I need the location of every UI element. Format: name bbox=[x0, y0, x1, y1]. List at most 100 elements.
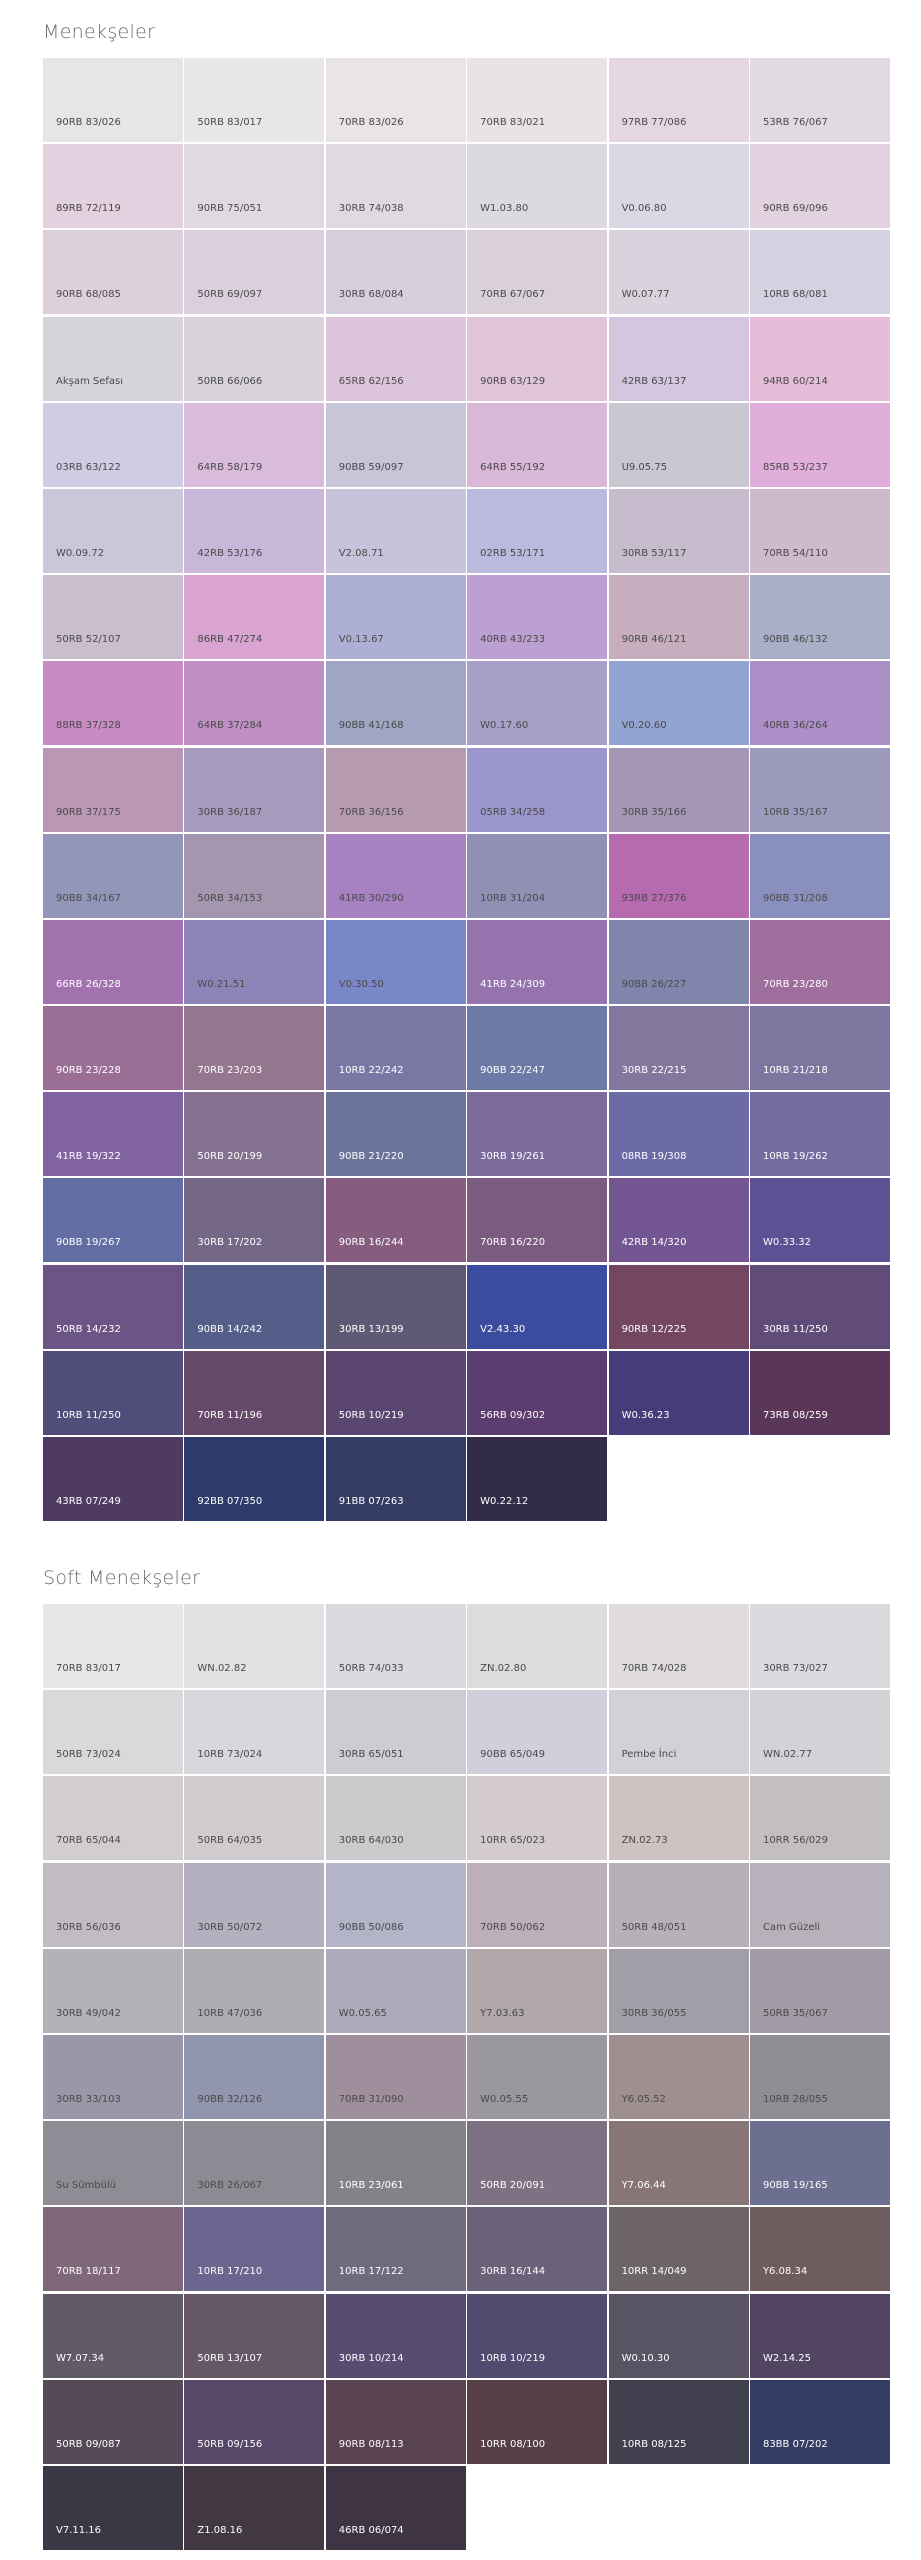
color-swatch[interactable]: 90BB 59/097 bbox=[325, 402, 466, 487]
color-swatch[interactable]: W0.17.60 bbox=[467, 661, 608, 746]
color-swatch[interactable]: 10RB 47/036 bbox=[184, 1948, 325, 2033]
color-swatch[interactable]: Y6.05.52 bbox=[608, 2034, 749, 2119]
color-swatch[interactable]: 70RB 83/021 bbox=[467, 58, 608, 142]
color-swatch[interactable]: 10RB 73/024 bbox=[184, 1690, 325, 1775]
color-swatch[interactable]: ZN.02.73 bbox=[608, 1776, 749, 1861]
color-swatch[interactable]: Y7.06.44 bbox=[608, 2121, 749, 2206]
color-swatch[interactable]: WN.02.82 bbox=[184, 1604, 325, 1688]
color-swatch[interactable]: 50RB 73/024 bbox=[43, 1690, 183, 1775]
color-swatch[interactable]: Y6.08.34 bbox=[749, 2207, 890, 2292]
color-swatch[interactable]: 41RB 30/290 bbox=[325, 833, 466, 918]
color-swatch[interactable]: 70RB 67/067 bbox=[467, 230, 608, 315]
color-swatch[interactable]: W7.07.34 bbox=[43, 2293, 183, 2378]
color-swatch[interactable]: 10RB 10/219 bbox=[467, 2293, 608, 2378]
color-swatch[interactable]: 30RB 16/144 bbox=[467, 2207, 608, 2292]
color-swatch[interactable]: 83BB 07/202 bbox=[749, 2379, 890, 2464]
color-swatch[interactable]: W0.07.77 bbox=[608, 230, 749, 315]
color-swatch[interactable]: 70RB 83/026 bbox=[325, 58, 466, 142]
color-swatch[interactable]: Cam Güzeli bbox=[749, 1862, 890, 1947]
color-swatch[interactable]: 10RR 08/100 bbox=[467, 2379, 608, 2464]
color-swatch[interactable]: W0.10.30 bbox=[608, 2293, 749, 2378]
color-swatch[interactable]: 50RB 74/033 bbox=[325, 1604, 466, 1688]
color-swatch[interactable]: 46RB 06/074 bbox=[325, 2465, 466, 2550]
color-swatch[interactable]: 90BB 22/247 bbox=[467, 1006, 608, 1091]
color-swatch[interactable]: 30RB 74/038 bbox=[325, 144, 466, 229]
color-swatch[interactable]: 50RB 10/219 bbox=[325, 1350, 466, 1435]
color-swatch[interactable]: 90BB 65/049 bbox=[467, 1690, 608, 1775]
color-swatch[interactable]: V0.20.60 bbox=[608, 661, 749, 746]
color-swatch[interactable]: 50RB 34/153 bbox=[184, 833, 325, 918]
color-swatch[interactable]: Z1.08.16 bbox=[184, 2465, 325, 2550]
color-swatch[interactable]: 50RB 69/097 bbox=[184, 230, 325, 315]
color-swatch[interactable]: 50RB 13/107 bbox=[184, 2293, 325, 2378]
color-swatch[interactable]: 70RB 50/062 bbox=[467, 1862, 608, 1947]
color-swatch[interactable]: 30RB 36/187 bbox=[184, 747, 325, 832]
color-swatch[interactable]: 70RB 11/196 bbox=[184, 1350, 325, 1435]
color-swatch[interactable]: 10RR 65/023 bbox=[467, 1776, 608, 1861]
color-swatch[interactable]: 10RR 14/049 bbox=[608, 2207, 749, 2292]
color-swatch[interactable]: W0.21.51 bbox=[184, 919, 325, 1004]
color-swatch[interactable]: 50RB 66/066 bbox=[184, 316, 325, 401]
color-swatch[interactable]: W0.22.12 bbox=[467, 1437, 608, 1521]
color-swatch[interactable]: V2.08.71 bbox=[325, 488, 466, 573]
color-swatch[interactable]: 10RB 21/218 bbox=[749, 1006, 890, 1091]
color-swatch[interactable]: 70RB 36/156 bbox=[325, 747, 466, 832]
color-swatch[interactable]: 70RB 16/220 bbox=[467, 1178, 608, 1263]
color-swatch[interactable]: 10RB 68/081 bbox=[749, 230, 890, 315]
color-swatch[interactable]: 30RB 10/214 bbox=[325, 2293, 466, 2378]
color-swatch[interactable]: 64RB 58/179 bbox=[184, 402, 325, 487]
color-swatch[interactable]: 89RB 72/119 bbox=[43, 144, 183, 229]
color-swatch[interactable]: 02RB 53/171 bbox=[467, 488, 608, 573]
color-swatch[interactable]: 66RB 26/328 bbox=[43, 919, 183, 1004]
color-swatch[interactable]: 90BB 26/227 bbox=[608, 919, 749, 1004]
color-swatch[interactable]: 92BB 07/350 bbox=[184, 1437, 325, 1521]
color-swatch[interactable]: 30RB 17/202 bbox=[184, 1178, 325, 1263]
color-swatch[interactable]: 94RB 60/214 bbox=[749, 316, 890, 401]
color-swatch[interactable]: 50RB 48/051 bbox=[608, 1862, 749, 1947]
color-swatch[interactable]: V0.06.80 bbox=[608, 144, 749, 229]
color-swatch[interactable]: 50RB 14/232 bbox=[43, 1264, 183, 1349]
color-swatch[interactable]: 03RB 63/122 bbox=[43, 402, 183, 487]
color-swatch[interactable]: 90RB 63/129 bbox=[467, 316, 608, 401]
color-swatch[interactable]: 30RB 50/072 bbox=[184, 1862, 325, 1947]
color-swatch[interactable]: 42RB 53/176 bbox=[184, 488, 325, 573]
color-swatch[interactable]: 70RB 83/017 bbox=[43, 1604, 183, 1688]
color-swatch[interactable]: 50RB 20/091 bbox=[467, 2121, 608, 2206]
color-swatch[interactable]: 10RB 17/210 bbox=[184, 2207, 325, 2292]
color-swatch[interactable]: 50RB 20/199 bbox=[184, 1092, 325, 1177]
color-swatch[interactable]: 70RB 23/203 bbox=[184, 1006, 325, 1091]
color-swatch[interactable]: 30RB 19/261 bbox=[467, 1092, 608, 1177]
color-swatch[interactable]: 41RB 24/309 bbox=[467, 919, 608, 1004]
color-swatch[interactable]: 30RB 35/166 bbox=[608, 747, 749, 832]
color-swatch[interactable]: 70RB 18/117 bbox=[43, 2207, 183, 2292]
color-swatch[interactable]: 90RB 46/121 bbox=[608, 575, 749, 660]
color-swatch[interactable]: 70RB 31/090 bbox=[325, 2034, 466, 2119]
color-swatch[interactable]: W0.36.23 bbox=[608, 1350, 749, 1435]
color-swatch[interactable]: 90BB 19/267 bbox=[43, 1178, 183, 1263]
color-swatch[interactable]: 10RB 23/061 bbox=[325, 2121, 466, 2206]
color-swatch[interactable]: 90RB 23/228 bbox=[43, 1006, 183, 1091]
color-swatch[interactable]: 90BB 46/132 bbox=[749, 575, 890, 660]
color-swatch[interactable]: 42RB 14/320 bbox=[608, 1178, 749, 1263]
color-swatch[interactable]: 43RB 07/249 bbox=[43, 1437, 183, 1521]
color-swatch[interactable]: 56RB 09/302 bbox=[467, 1350, 608, 1435]
color-swatch[interactable]: 90BB 21/220 bbox=[325, 1092, 466, 1177]
color-swatch[interactable]: W0.05.55 bbox=[467, 2034, 608, 2119]
color-swatch[interactable]: V2.43.30 bbox=[467, 1264, 608, 1349]
color-swatch[interactable]: 08RB 19/308 bbox=[608, 1092, 749, 1177]
color-swatch[interactable]: 93RB 27/376 bbox=[608, 833, 749, 918]
color-swatch[interactable]: 10RB 22/242 bbox=[325, 1006, 466, 1091]
color-swatch[interactable]: 10RB 08/125 bbox=[608, 2379, 749, 2464]
color-swatch[interactable]: 05RB 34/258 bbox=[467, 747, 608, 832]
color-swatch[interactable]: 30RB 64/030 bbox=[325, 1776, 466, 1861]
color-swatch[interactable]: 64RB 37/284 bbox=[184, 661, 325, 746]
color-swatch[interactable]: 70RB 65/044 bbox=[43, 1776, 183, 1861]
color-swatch[interactable]: W0.33.32 bbox=[749, 1178, 890, 1263]
color-swatch[interactable]: 40RB 43/233 bbox=[467, 575, 608, 660]
color-swatch[interactable]: 50RB 52/107 bbox=[43, 575, 183, 660]
color-swatch[interactable]: V0.30.50 bbox=[325, 919, 466, 1004]
color-swatch[interactable]: 10RR 56/029 bbox=[749, 1776, 890, 1861]
color-swatch[interactable]: 70RB 74/028 bbox=[608, 1604, 749, 1688]
color-swatch[interactable]: Pembe İnci bbox=[608, 1690, 749, 1775]
color-swatch[interactable]: 53RB 76/067 bbox=[749, 58, 890, 142]
